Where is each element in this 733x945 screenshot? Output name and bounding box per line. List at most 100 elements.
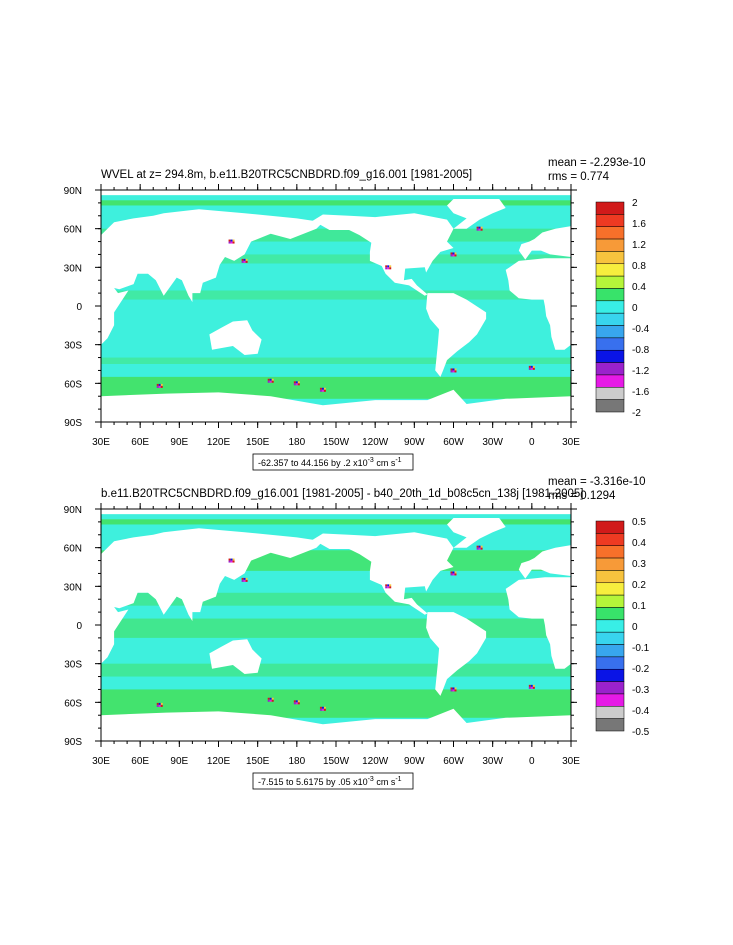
colorbar-swatch [595, 399, 625, 413]
extreme-cell [269, 378, 272, 381]
colorbar-label: -1.2 [632, 366, 650, 377]
extreme-cell [228, 558, 231, 561]
extreme-cell [452, 687, 455, 690]
x-tick-label: 180 [288, 756, 305, 767]
extreme-cell [267, 378, 270, 381]
extreme-cell [530, 365, 533, 368]
extreme-cell [160, 704, 163, 707]
extreme-cell [230, 241, 233, 244]
x-tick-label: 30W [482, 756, 503, 767]
y-tick-label: 30N [64, 582, 82, 593]
extreme-cell [385, 586, 388, 589]
land-mass-8 [101, 708, 571, 741]
extreme-cell [160, 702, 163, 705]
extreme-cell [450, 573, 453, 576]
y-tick-label: 90N [64, 186, 82, 197]
colorbar-swatch [595, 275, 625, 289]
colorbar-label: 0 [632, 622, 638, 633]
extreme-cell [528, 365, 531, 368]
extreme-cell [389, 584, 392, 587]
land-mass-5 [505, 577, 571, 669]
colorbar-label: 2 [632, 198, 638, 209]
colorbar-swatch [595, 312, 625, 326]
colorbar-label: 1.2 [632, 240, 646, 251]
x-tick-label: 30E [92, 756, 110, 767]
extreme-cell [295, 383, 298, 386]
colorbar-swatch [595, 533, 625, 546]
extreme-cell [295, 702, 298, 705]
extreme-cell [269, 697, 272, 700]
extreme-cell [450, 252, 453, 255]
extreme-cell [450, 687, 453, 690]
colorbar-label: 0.3 [632, 559, 646, 570]
extreme-cell [245, 260, 248, 263]
extreme-cell [158, 702, 161, 705]
extreme-cell [450, 368, 453, 371]
colorbar-swatch [595, 337, 625, 351]
colorbar-label: -2 [632, 408, 641, 419]
colorbar-swatch [595, 238, 625, 252]
land-mass-1 [101, 209, 323, 345]
extreme-cell [454, 254, 457, 257]
extreme-cell [267, 697, 270, 700]
extreme-cell [450, 370, 453, 373]
x-tick-label: 60W [443, 437, 464, 448]
extreme-cell [454, 571, 457, 574]
extreme-cell [450, 689, 453, 692]
extreme-cell [319, 387, 322, 390]
x-tick-label: 60W [443, 756, 464, 767]
extreme-cell [387, 584, 390, 587]
rms-stat: rms = 0.774 [548, 171, 610, 183]
extreme-cell [295, 700, 298, 703]
land-mass-2 [209, 639, 262, 674]
extreme-cell [323, 708, 326, 711]
extreme-cell [389, 586, 392, 589]
land-mass-3 [312, 532, 454, 615]
range-label-box [252, 453, 414, 471]
extreme-cell [228, 239, 231, 242]
extreme-cell [530, 686, 533, 689]
land-mass-2 [209, 320, 262, 355]
colorbar-label: 0.8 [632, 261, 646, 272]
positive-band [101, 357, 571, 364]
extreme-cell [245, 579, 248, 582]
extreme-cell [476, 545, 479, 548]
land-mass-7 [518, 226, 571, 260]
positive-band [101, 519, 571, 525]
colorbar-swatch [595, 619, 625, 633]
land-mass-8 [101, 389, 571, 422]
x-tick-label: 30E [562, 437, 580, 448]
extreme-cell [323, 389, 326, 392]
colorbar-swatch [595, 681, 625, 695]
colorbar-swatch [595, 668, 625, 682]
land-mass-7 [518, 545, 571, 579]
x-tick-label: 90W [404, 756, 425, 767]
extreme-cell [156, 704, 159, 707]
extreme-cell [454, 252, 457, 255]
extreme-cell [321, 708, 324, 711]
colorbar-label: -0.4 [632, 706, 650, 717]
y-tick-label: 0 [76, 621, 82, 632]
extreme-cell [243, 258, 246, 261]
extreme-cell [241, 579, 244, 582]
x-tick-label: 150E [246, 437, 270, 448]
extreme-cell [232, 560, 235, 563]
extreme-cell [532, 367, 535, 370]
panel-2: 90N 60N 30N 0 30S 60S 90S 30E 60E 90E 120E 150E 180 1… [64, 476, 650, 790]
colorbar-swatch [595, 374, 625, 388]
extreme-cell [480, 226, 483, 229]
extreme-cell [297, 383, 300, 386]
extreme-cell [243, 579, 246, 582]
extreme-cell [241, 577, 244, 580]
colorbar-swatch [595, 362, 625, 376]
extreme-cell [269, 380, 272, 383]
extreme-cell [480, 228, 483, 231]
extreme-cell [230, 560, 233, 563]
positive-band [101, 663, 571, 677]
extreme-cell [319, 389, 322, 392]
extreme-cell [293, 381, 296, 384]
extreme-cell [387, 267, 390, 270]
extreme-cell [530, 367, 533, 370]
colorbar-label: 0.4 [632, 538, 646, 549]
positive-band [101, 290, 571, 300]
